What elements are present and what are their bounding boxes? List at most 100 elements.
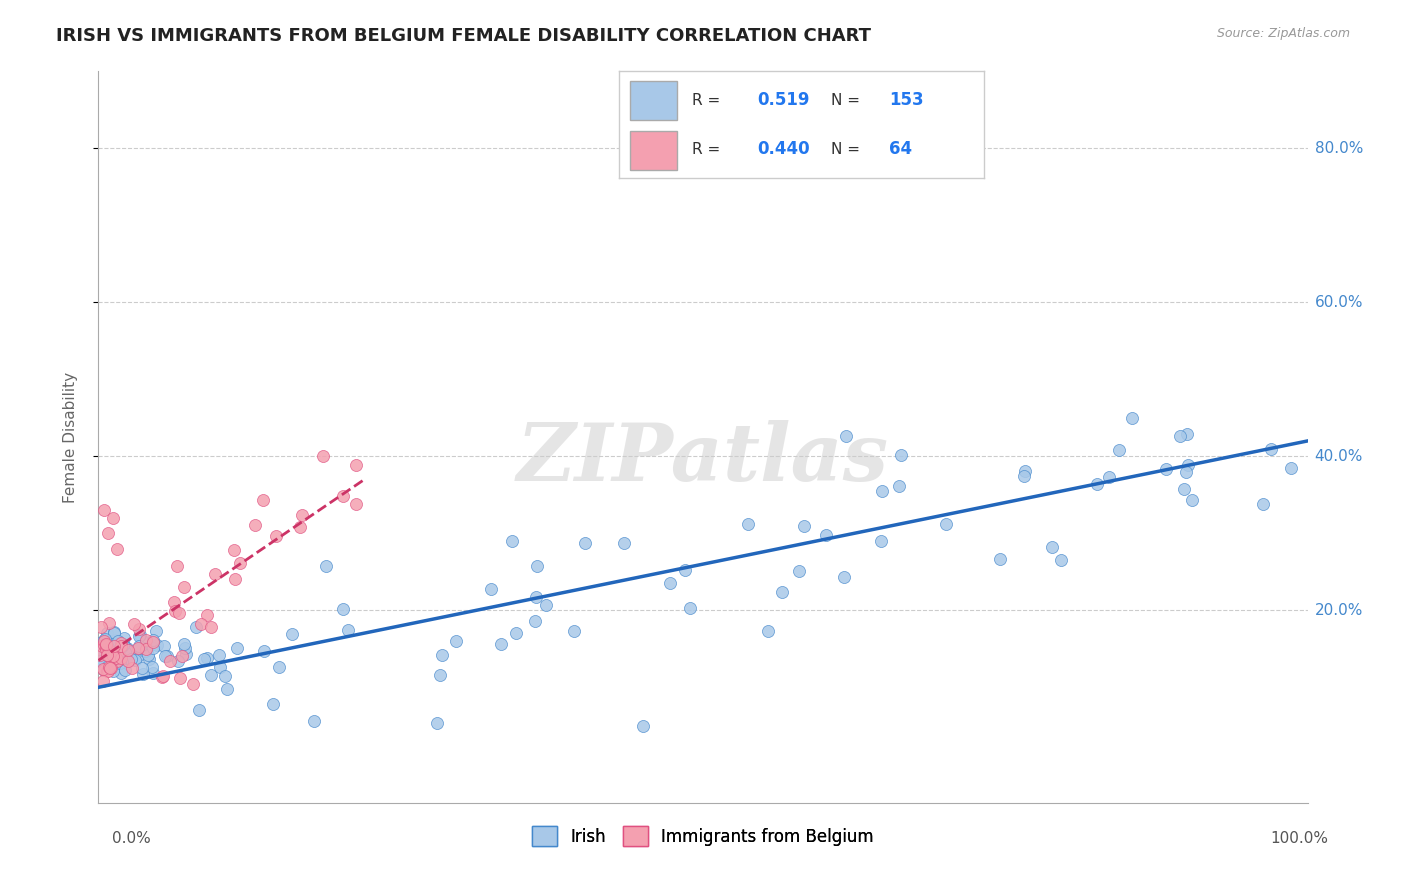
Point [204,566,226,581]
Point [181,677,204,691]
Point [122,617,145,632]
Point [344,458,367,472]
Point [134,644,156,658]
Point [132,666,155,681]
Point [170,648,193,663]
Point [135,633,157,648]
Point [104,640,127,654]
Point [224,572,246,586]
Point [121,649,143,664]
Text: R =: R = [692,142,725,157]
Point [105,647,128,661]
Point [120,652,142,666]
Point [1050,553,1073,567]
Point [208,648,231,663]
Point [91,674,114,689]
Point [208,660,231,674]
Point [1098,470,1121,484]
Point [107,642,129,657]
Point [136,641,159,656]
Point [302,714,325,728]
Point [101,640,124,654]
Point [156,648,179,663]
Point [1085,477,1108,491]
Point [110,666,132,681]
Point [121,661,143,675]
Point [281,626,304,640]
Point [264,529,287,543]
Point [138,652,160,666]
Point [98,649,121,664]
Point [1181,493,1204,508]
Point [1154,462,1177,476]
Point [97,664,120,678]
Point [887,478,910,492]
Point [574,536,596,550]
Point [155,648,177,663]
Point [107,634,129,648]
Point [195,608,218,623]
Point [89,648,111,662]
Point [141,660,163,674]
Point [96,625,118,640]
Text: 0.0%: 0.0% [112,831,152,846]
Point [673,564,696,578]
Point [114,663,136,677]
Point [200,668,222,682]
Point [312,450,335,464]
Point [505,625,527,640]
Text: ZIPatlas: ZIPatlas [517,420,889,498]
Point [111,642,134,657]
Point [870,534,893,549]
Point [200,620,222,634]
Point [104,656,127,670]
Text: IRISH VS IMMIGRANTS FROM BELGIUM FEMALE DISABILITY CORRELATION CHART: IRISH VS IMMIGRANTS FROM BELGIUM FEMALE … [56,27,872,45]
Point [225,640,247,655]
Text: 153: 153 [889,91,924,109]
Point [1177,426,1199,441]
Point [96,664,118,678]
Point [110,651,132,665]
Point [152,669,174,683]
Y-axis label: Female Disability: Female Disability [63,371,77,503]
Point [110,639,132,653]
Point [114,645,136,659]
Point [118,645,141,659]
Point [501,534,523,549]
Point [90,658,112,673]
Point [108,657,131,671]
Point [100,637,122,651]
Point [1108,442,1130,457]
Point [524,590,547,604]
Point [832,570,855,584]
Point [332,602,354,616]
Point [90,652,112,666]
Point [91,640,114,654]
Point [188,703,211,717]
Text: 20.0%: 20.0% [1315,603,1362,618]
Point [332,490,354,504]
Point [90,648,112,662]
Point [184,619,207,633]
Point [107,651,129,665]
Point [112,631,135,645]
Point [96,637,118,651]
Point [110,636,132,650]
Point [89,635,111,649]
Point [1260,442,1282,456]
Point [110,644,132,658]
Point [98,644,121,658]
Point [141,640,163,655]
Point [107,634,129,648]
Point [128,622,150,636]
Point [131,661,153,675]
Point [1173,483,1195,497]
Point [166,559,188,574]
Legend: Irish, Immigrants from Belgium: Irish, Immigrants from Belgium [526,820,880,853]
Point [101,511,124,525]
Point [101,645,124,659]
Text: N =: N = [831,142,865,157]
Point [101,664,124,678]
Point [94,641,117,656]
Text: 0.519: 0.519 [758,91,810,109]
